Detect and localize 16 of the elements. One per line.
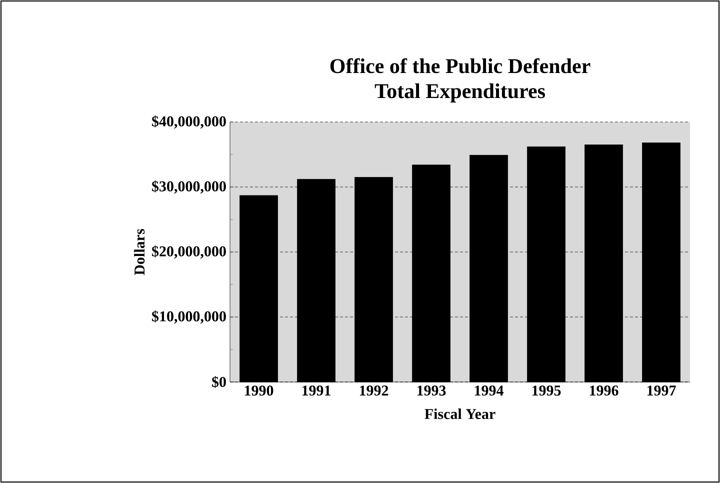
- x-tick-label: 1997: [647, 386, 676, 396]
- x-tick-label: 1991: [302, 386, 330, 396]
- y-tick-label: $40,000,000: [152, 115, 226, 129]
- x-axis-title: Fiscal Year: [424, 408, 496, 420]
- y-tick-label: $0: [212, 376, 226, 388]
- x-tick-label: 1993: [417, 386, 446, 396]
- x-tick-label: 1992: [360, 386, 388, 396]
- x-tick-label: 1990: [244, 386, 274, 396]
- y-tick-label: $20,000,000: [152, 245, 226, 259]
- x-tick-label: 1995: [532, 386, 561, 396]
- x-tick-label: 1994: [474, 386, 504, 396]
- y-tick-label: $30,000,000: [152, 180, 226, 194]
- chart-title: Office of the Public Defender Total Expenditures: [330, 58, 590, 102]
- y-axis-title: Dollars: [134, 229, 145, 276]
- y-tick-label: $10,000,000: [152, 310, 226, 324]
- x-tick-label: 1996: [590, 386, 618, 396]
